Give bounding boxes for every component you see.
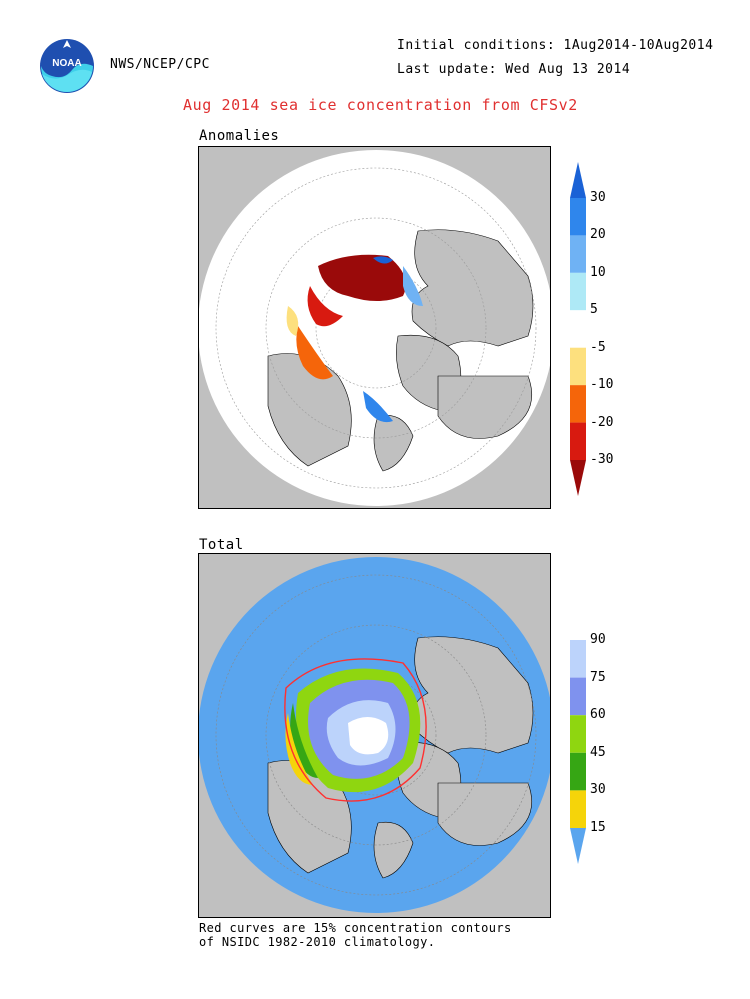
anomalies-colorbar xyxy=(570,162,586,496)
colorbar-tick-label: 30 xyxy=(590,190,606,205)
colorbar-tick-label: -5 xyxy=(590,339,606,355)
colorbar-bin-0-3 xyxy=(570,272,586,311)
colorbar-bin-1-4 xyxy=(570,752,586,791)
total-landmasses xyxy=(267,636,534,879)
colorbar-bin-0-8 xyxy=(570,460,586,496)
colorbar-bin-1-6 xyxy=(570,828,586,864)
last-update: Last update: Wed Aug 13 2014 xyxy=(397,62,631,77)
colorbar-bin-1-3 xyxy=(570,715,586,753)
colorbar-tick-label: -20 xyxy=(590,414,614,430)
anomalies-landmasses xyxy=(267,229,534,472)
total-colorbar-labels: 90 75 60 45 30 15 xyxy=(588,604,628,864)
agency-label: NWS/NCEP/CPC xyxy=(110,57,210,72)
colorbar-tick-label: -30 xyxy=(590,452,614,467)
colorbar-bin-0-7 xyxy=(570,422,586,460)
colorbar-bin-0-1 xyxy=(570,198,586,236)
colorbar-tick-label: 20 xyxy=(590,227,606,243)
colorbar-tick-label: 75 xyxy=(590,669,606,685)
colorbar-tick-label: 15 xyxy=(590,820,606,835)
anomalies-map xyxy=(198,146,551,509)
colorbar-tick-label: 60 xyxy=(590,707,606,723)
total-colorbar-bins xyxy=(570,604,586,864)
colorbar-bin-0-0 xyxy=(570,162,586,198)
colorbar-bin-0-2 xyxy=(570,235,586,273)
colorbar-bin-0-5 xyxy=(570,347,586,386)
colorbar-tick-label: -10 xyxy=(590,377,614,393)
noaa-logo-text: NOAA xyxy=(52,58,81,69)
total-colorbar xyxy=(570,604,586,864)
initial-conditions: Initial conditions: 1Aug2014-10Aug2014 xyxy=(397,38,714,53)
colorbar-bin-1-5 xyxy=(570,790,586,828)
anomalies-colorbar-bins xyxy=(570,162,586,496)
footnote-line-2: of NSIDC 1982-2010 climatology. xyxy=(199,935,436,949)
noaa-logo: NOAA xyxy=(40,39,94,93)
colorbar-bin-1-2 xyxy=(570,677,586,716)
colorbar-bin-0-6 xyxy=(570,385,586,423)
colorbar-bin-1-0 xyxy=(570,604,586,640)
anomalies-colorbar-labels: 30 20 10 5 -5 -10 -20 -30 xyxy=(588,162,628,496)
anomalies-label: Anomalies xyxy=(199,128,280,144)
total-label: Total xyxy=(199,537,244,553)
chart-title: Aug 2014 sea ice concentration from CFSv… xyxy=(183,96,578,114)
colorbar-bin-0-4 xyxy=(570,310,586,348)
climatology-15pct-contour xyxy=(284,658,427,802)
total-map xyxy=(198,553,551,918)
colorbar-bin-1-1 xyxy=(570,640,586,678)
colorbar-tick-label: 5 xyxy=(590,302,598,318)
colorbar-tick-label: 45 xyxy=(590,744,606,760)
colorbar-tick-label: 10 xyxy=(590,264,606,280)
colorbar-tick-label: 30 xyxy=(590,782,606,798)
colorbar-tick-label: 90 xyxy=(590,632,606,647)
footnote-line-1: Red curves are 15% concentration contour… xyxy=(199,921,512,935)
